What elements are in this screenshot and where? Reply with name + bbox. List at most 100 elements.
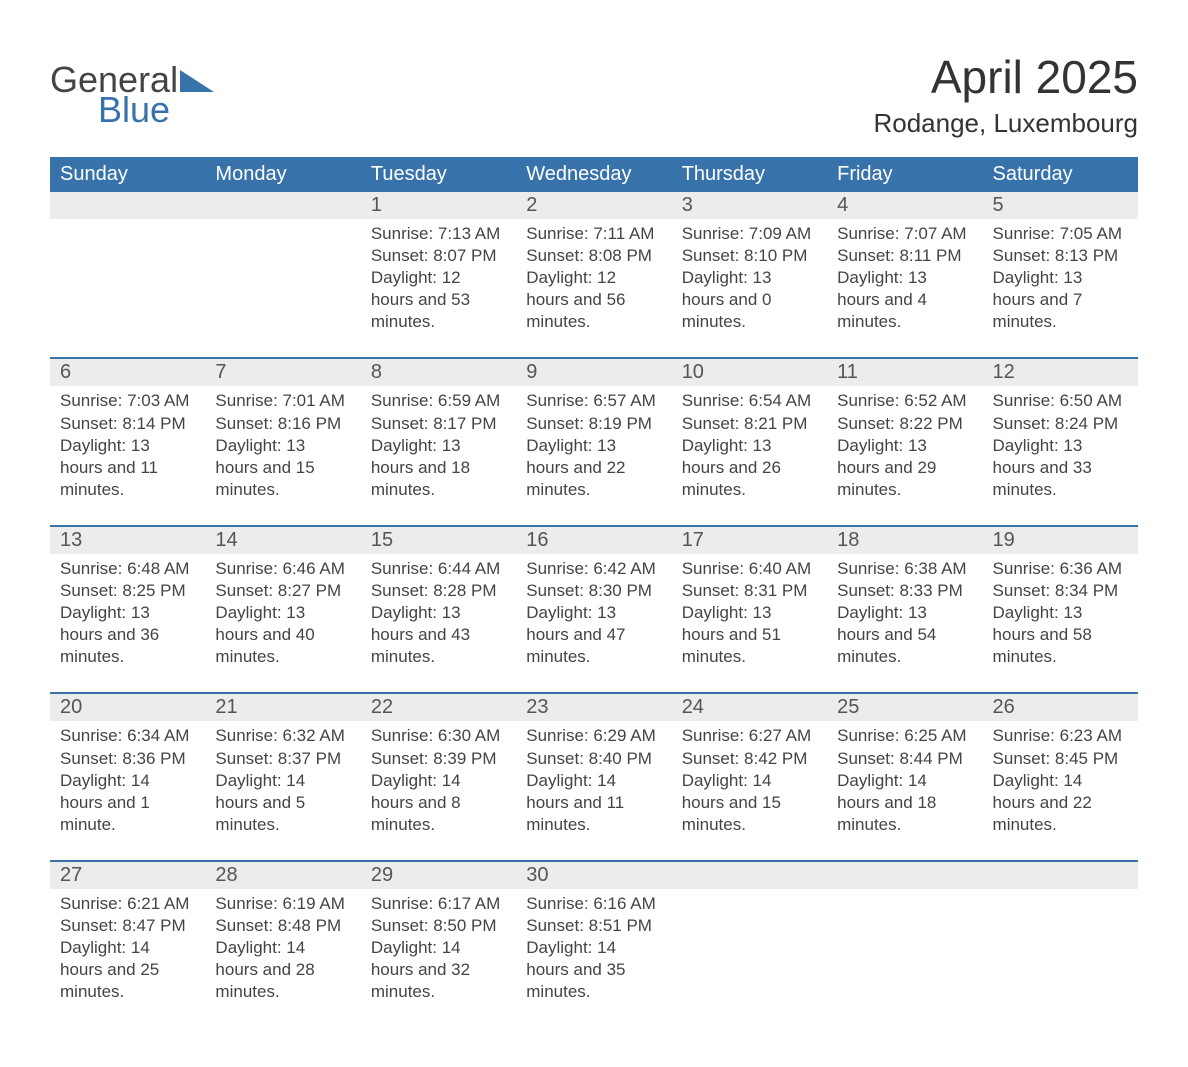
daylight-line: Daylight: 14 hours and 1 minute.: [60, 770, 195, 836]
sunrise-line: Sunrise: 7:03 AM: [60, 390, 195, 412]
day-body-cell: Sunrise: 6:30 AMSunset: 8:39 PMDaylight:…: [361, 721, 516, 860]
sunset-line: Sunset: 8:50 PM: [371, 915, 506, 937]
weekday-header: Thursday: [672, 157, 827, 192]
day-details: Sunrise: 6:29 AMSunset: 8:40 PMDaylight:…: [516, 721, 671, 835]
daylight-line: Daylight: 13 hours and 4 minutes.: [837, 267, 972, 333]
day-body-cell: [983, 889, 1138, 1027]
day-number-cell: 17: [672, 526, 827, 554]
sunrise-line: Sunrise: 7:09 AM: [682, 223, 817, 245]
daylight-line: Daylight: 13 hours and 29 minutes.: [837, 435, 972, 501]
daylight-line: Daylight: 14 hours and 25 minutes.: [60, 937, 195, 1003]
daylight-line: Daylight: 14 hours and 18 minutes.: [837, 770, 972, 836]
day-details: Sunrise: 6:32 AMSunset: 8:37 PMDaylight:…: [205, 721, 360, 835]
day-number-cell: [50, 192, 205, 219]
daylight-line: Daylight: 14 hours and 8 minutes.: [371, 770, 506, 836]
day-details: Sunrise: 6:42 AMSunset: 8:30 PMDaylight:…: [516, 554, 671, 668]
day-body-cell: Sunrise: 6:42 AMSunset: 8:30 PMDaylight:…: [516, 554, 671, 693]
daylight-line: Daylight: 13 hours and 40 minutes.: [215, 602, 350, 668]
sunset-line: Sunset: 8:36 PM: [60, 748, 195, 770]
day-number-cell: 14: [205, 526, 360, 554]
sunrise-line: Sunrise: 7:07 AM: [837, 223, 972, 245]
day-number-cell: 19: [983, 526, 1138, 554]
day-body-cell: Sunrise: 7:13 AMSunset: 8:07 PMDaylight:…: [361, 219, 516, 358]
daylight-line: Daylight: 13 hours and 43 minutes.: [371, 602, 506, 668]
day-body-cell: Sunrise: 7:09 AMSunset: 8:10 PMDaylight:…: [672, 219, 827, 358]
sunset-line: Sunset: 8:39 PM: [371, 748, 506, 770]
sunset-line: Sunset: 8:40 PM: [526, 748, 661, 770]
sunrise-line: Sunrise: 6:50 AM: [993, 390, 1128, 412]
sunrise-line: Sunrise: 6:34 AM: [60, 725, 195, 747]
daylight-line: Daylight: 12 hours and 53 minutes.: [371, 267, 506, 333]
day-body-cell: Sunrise: 6:34 AMSunset: 8:36 PMDaylight:…: [50, 721, 205, 860]
day-number-cell: 22: [361, 693, 516, 721]
day-body-row: Sunrise: 6:21 AMSunset: 8:47 PMDaylight:…: [50, 889, 1138, 1027]
day-number-cell: [983, 861, 1138, 889]
day-number-cell: 16: [516, 526, 671, 554]
daylight-line: Daylight: 13 hours and 15 minutes.: [215, 435, 350, 501]
weekday-header: Sunday: [50, 157, 205, 192]
day-number-cell: 21: [205, 693, 360, 721]
day-number-cell: 24: [672, 693, 827, 721]
sunset-line: Sunset: 8:45 PM: [993, 748, 1128, 770]
daylight-line: Daylight: 13 hours and 54 minutes.: [837, 602, 972, 668]
day-number-row: 27282930: [50, 861, 1138, 889]
day-details: Sunrise: 7:01 AMSunset: 8:16 PMDaylight:…: [205, 386, 360, 500]
sunset-line: Sunset: 8:16 PM: [215, 413, 350, 435]
day-body-cell: Sunrise: 7:07 AMSunset: 8:11 PMDaylight:…: [827, 219, 982, 358]
location: Rodange, Luxembourg: [873, 108, 1138, 139]
day-number-cell: 8: [361, 358, 516, 386]
day-number-cell: 1: [361, 192, 516, 219]
day-details: Sunrise: 6:25 AMSunset: 8:44 PMDaylight:…: [827, 721, 982, 835]
day-details: Sunrise: 6:19 AMSunset: 8:48 PMDaylight:…: [205, 889, 360, 1003]
title-block: April 2025 Rodange, Luxembourg: [873, 50, 1138, 139]
daylight-line: Daylight: 14 hours and 32 minutes.: [371, 937, 506, 1003]
day-number-cell: [672, 861, 827, 889]
day-details: Sunrise: 6:54 AMSunset: 8:21 PMDaylight:…: [672, 386, 827, 500]
day-body-cell: Sunrise: 6:59 AMSunset: 8:17 PMDaylight:…: [361, 386, 516, 525]
calendar-table: Sunday Monday Tuesday Wednesday Thursday…: [50, 157, 1138, 1027]
day-body-cell: Sunrise: 6:19 AMSunset: 8:48 PMDaylight:…: [205, 889, 360, 1027]
day-details: Sunrise: 6:48 AMSunset: 8:25 PMDaylight:…: [50, 554, 205, 668]
sunrise-line: Sunrise: 6:54 AM: [682, 390, 817, 412]
day-details: Sunrise: 6:40 AMSunset: 8:31 PMDaylight:…: [672, 554, 827, 668]
day-body-cell: Sunrise: 6:57 AMSunset: 8:19 PMDaylight:…: [516, 386, 671, 525]
day-body-cell: Sunrise: 6:44 AMSunset: 8:28 PMDaylight:…: [361, 554, 516, 693]
day-details: Sunrise: 6:30 AMSunset: 8:39 PMDaylight:…: [361, 721, 516, 835]
sunrise-line: Sunrise: 6:32 AM: [215, 725, 350, 747]
header: General Blue April 2025 Rodange, Luxembo…: [50, 50, 1138, 139]
daylight-line: Daylight: 14 hours and 15 minutes.: [682, 770, 817, 836]
day-number-cell: [827, 861, 982, 889]
day-body-row: Sunrise: 6:48 AMSunset: 8:25 PMDaylight:…: [50, 554, 1138, 693]
day-details: Sunrise: 6:17 AMSunset: 8:50 PMDaylight:…: [361, 889, 516, 1003]
sunset-line: Sunset: 8:31 PM: [682, 580, 817, 602]
sunrise-line: Sunrise: 6:44 AM: [371, 558, 506, 580]
daylight-line: Daylight: 13 hours and 36 minutes.: [60, 602, 195, 668]
day-body-cell: Sunrise: 6:27 AMSunset: 8:42 PMDaylight:…: [672, 721, 827, 860]
sunrise-line: Sunrise: 6:17 AM: [371, 893, 506, 915]
sunset-line: Sunset: 8:24 PM: [993, 413, 1128, 435]
day-number-cell: 5: [983, 192, 1138, 219]
day-details: Sunrise: 7:11 AMSunset: 8:08 PMDaylight:…: [516, 219, 671, 333]
day-number-row: 6789101112: [50, 358, 1138, 386]
day-body-cell: Sunrise: 7:11 AMSunset: 8:08 PMDaylight:…: [516, 219, 671, 358]
day-body-cell: Sunrise: 6:16 AMSunset: 8:51 PMDaylight:…: [516, 889, 671, 1027]
sunset-line: Sunset: 8:17 PM: [371, 413, 506, 435]
sunrise-line: Sunrise: 6:23 AM: [993, 725, 1128, 747]
day-body-cell: Sunrise: 6:38 AMSunset: 8:33 PMDaylight:…: [827, 554, 982, 693]
sunset-line: Sunset: 8:37 PM: [215, 748, 350, 770]
daylight-line: Daylight: 13 hours and 22 minutes.: [526, 435, 661, 501]
day-body-cell: Sunrise: 6:48 AMSunset: 8:25 PMDaylight:…: [50, 554, 205, 693]
daylight-line: Daylight: 14 hours and 11 minutes.: [526, 770, 661, 836]
logo: General Blue: [50, 50, 214, 128]
sunset-line: Sunset: 8:11 PM: [837, 245, 972, 267]
day-number-cell: 10: [672, 358, 827, 386]
day-number-cell: 6: [50, 358, 205, 386]
day-body-cell: Sunrise: 6:36 AMSunset: 8:34 PMDaylight:…: [983, 554, 1138, 693]
day-number-row: 20212223242526: [50, 693, 1138, 721]
sunrise-line: Sunrise: 6:29 AM: [526, 725, 661, 747]
sunset-line: Sunset: 8:22 PM: [837, 413, 972, 435]
day-number-cell: 4: [827, 192, 982, 219]
day-body-cell: Sunrise: 6:52 AMSunset: 8:22 PMDaylight:…: [827, 386, 982, 525]
day-details: Sunrise: 6:52 AMSunset: 8:22 PMDaylight:…: [827, 386, 982, 500]
day-details: Sunrise: 6:46 AMSunset: 8:27 PMDaylight:…: [205, 554, 360, 668]
